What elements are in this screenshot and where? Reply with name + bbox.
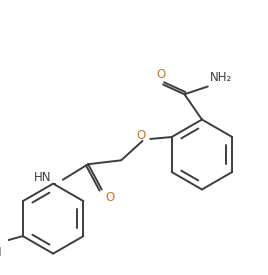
Text: HN: HN	[34, 171, 51, 184]
Text: NH₂: NH₂	[210, 71, 232, 84]
Text: O: O	[106, 191, 115, 204]
Text: I: I	[0, 246, 1, 259]
Text: O: O	[136, 129, 146, 142]
Text: O: O	[157, 68, 166, 81]
